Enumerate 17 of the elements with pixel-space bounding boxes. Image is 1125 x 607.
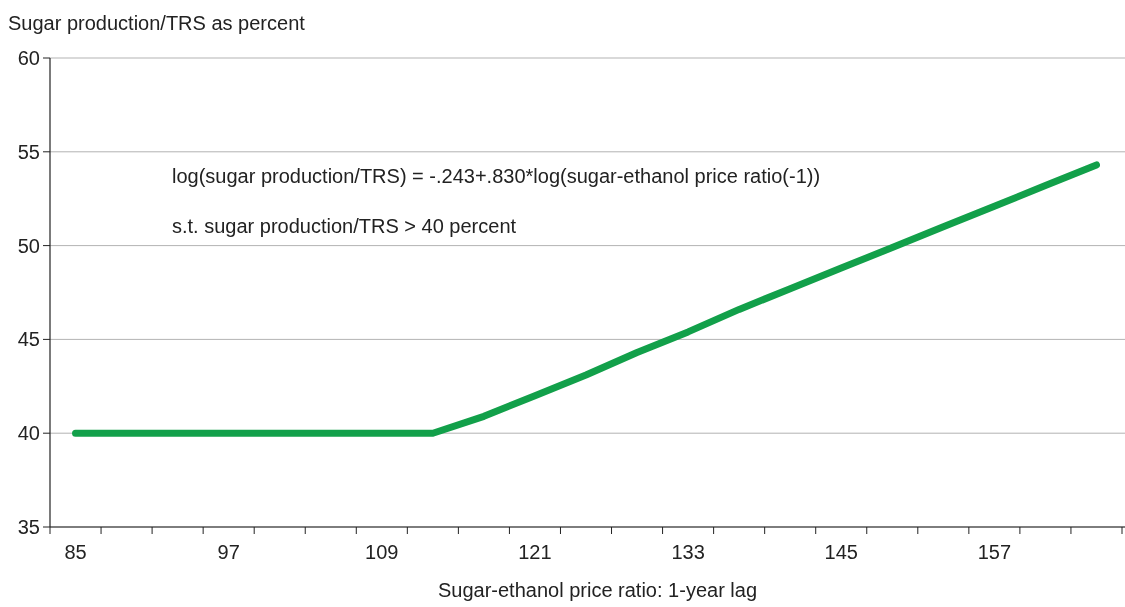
- annotation: log(sugar production/TRS) = -.243+.830*log(sugar-ethanol price ratio(-1)): [172, 165, 821, 187]
- x-tick-label: 145: [824, 541, 858, 563]
- x-axis-title: Sugar-ethanol price ratio: 1-year lag: [437, 579, 758, 601]
- y-axis-title: Sugar production/TRS as percent: [8, 12, 306, 34]
- annotation: s.t. sugar production/TRS > 40 percent: [172, 215, 517, 237]
- y-tick-label: 40: [17, 422, 40, 445]
- x-tick-label: 97: [217, 541, 240, 563]
- x-tick-label: 133: [671, 541, 705, 563]
- y-tick-label: 35: [17, 516, 40, 538]
- y-tick-label: 60: [17, 47, 40, 69]
- y-tick-label: 45: [17, 328, 40, 351]
- x-tick-label: 157: [977, 541, 1012, 563]
- x-tick-label: 121: [518, 541, 552, 563]
- x-tick-label: 109: [365, 541, 399, 563]
- y-tick-label: 50: [17, 234, 40, 257]
- y-tick-label: 55: [17, 140, 40, 163]
- x-tick-label: 85: [64, 541, 87, 563]
